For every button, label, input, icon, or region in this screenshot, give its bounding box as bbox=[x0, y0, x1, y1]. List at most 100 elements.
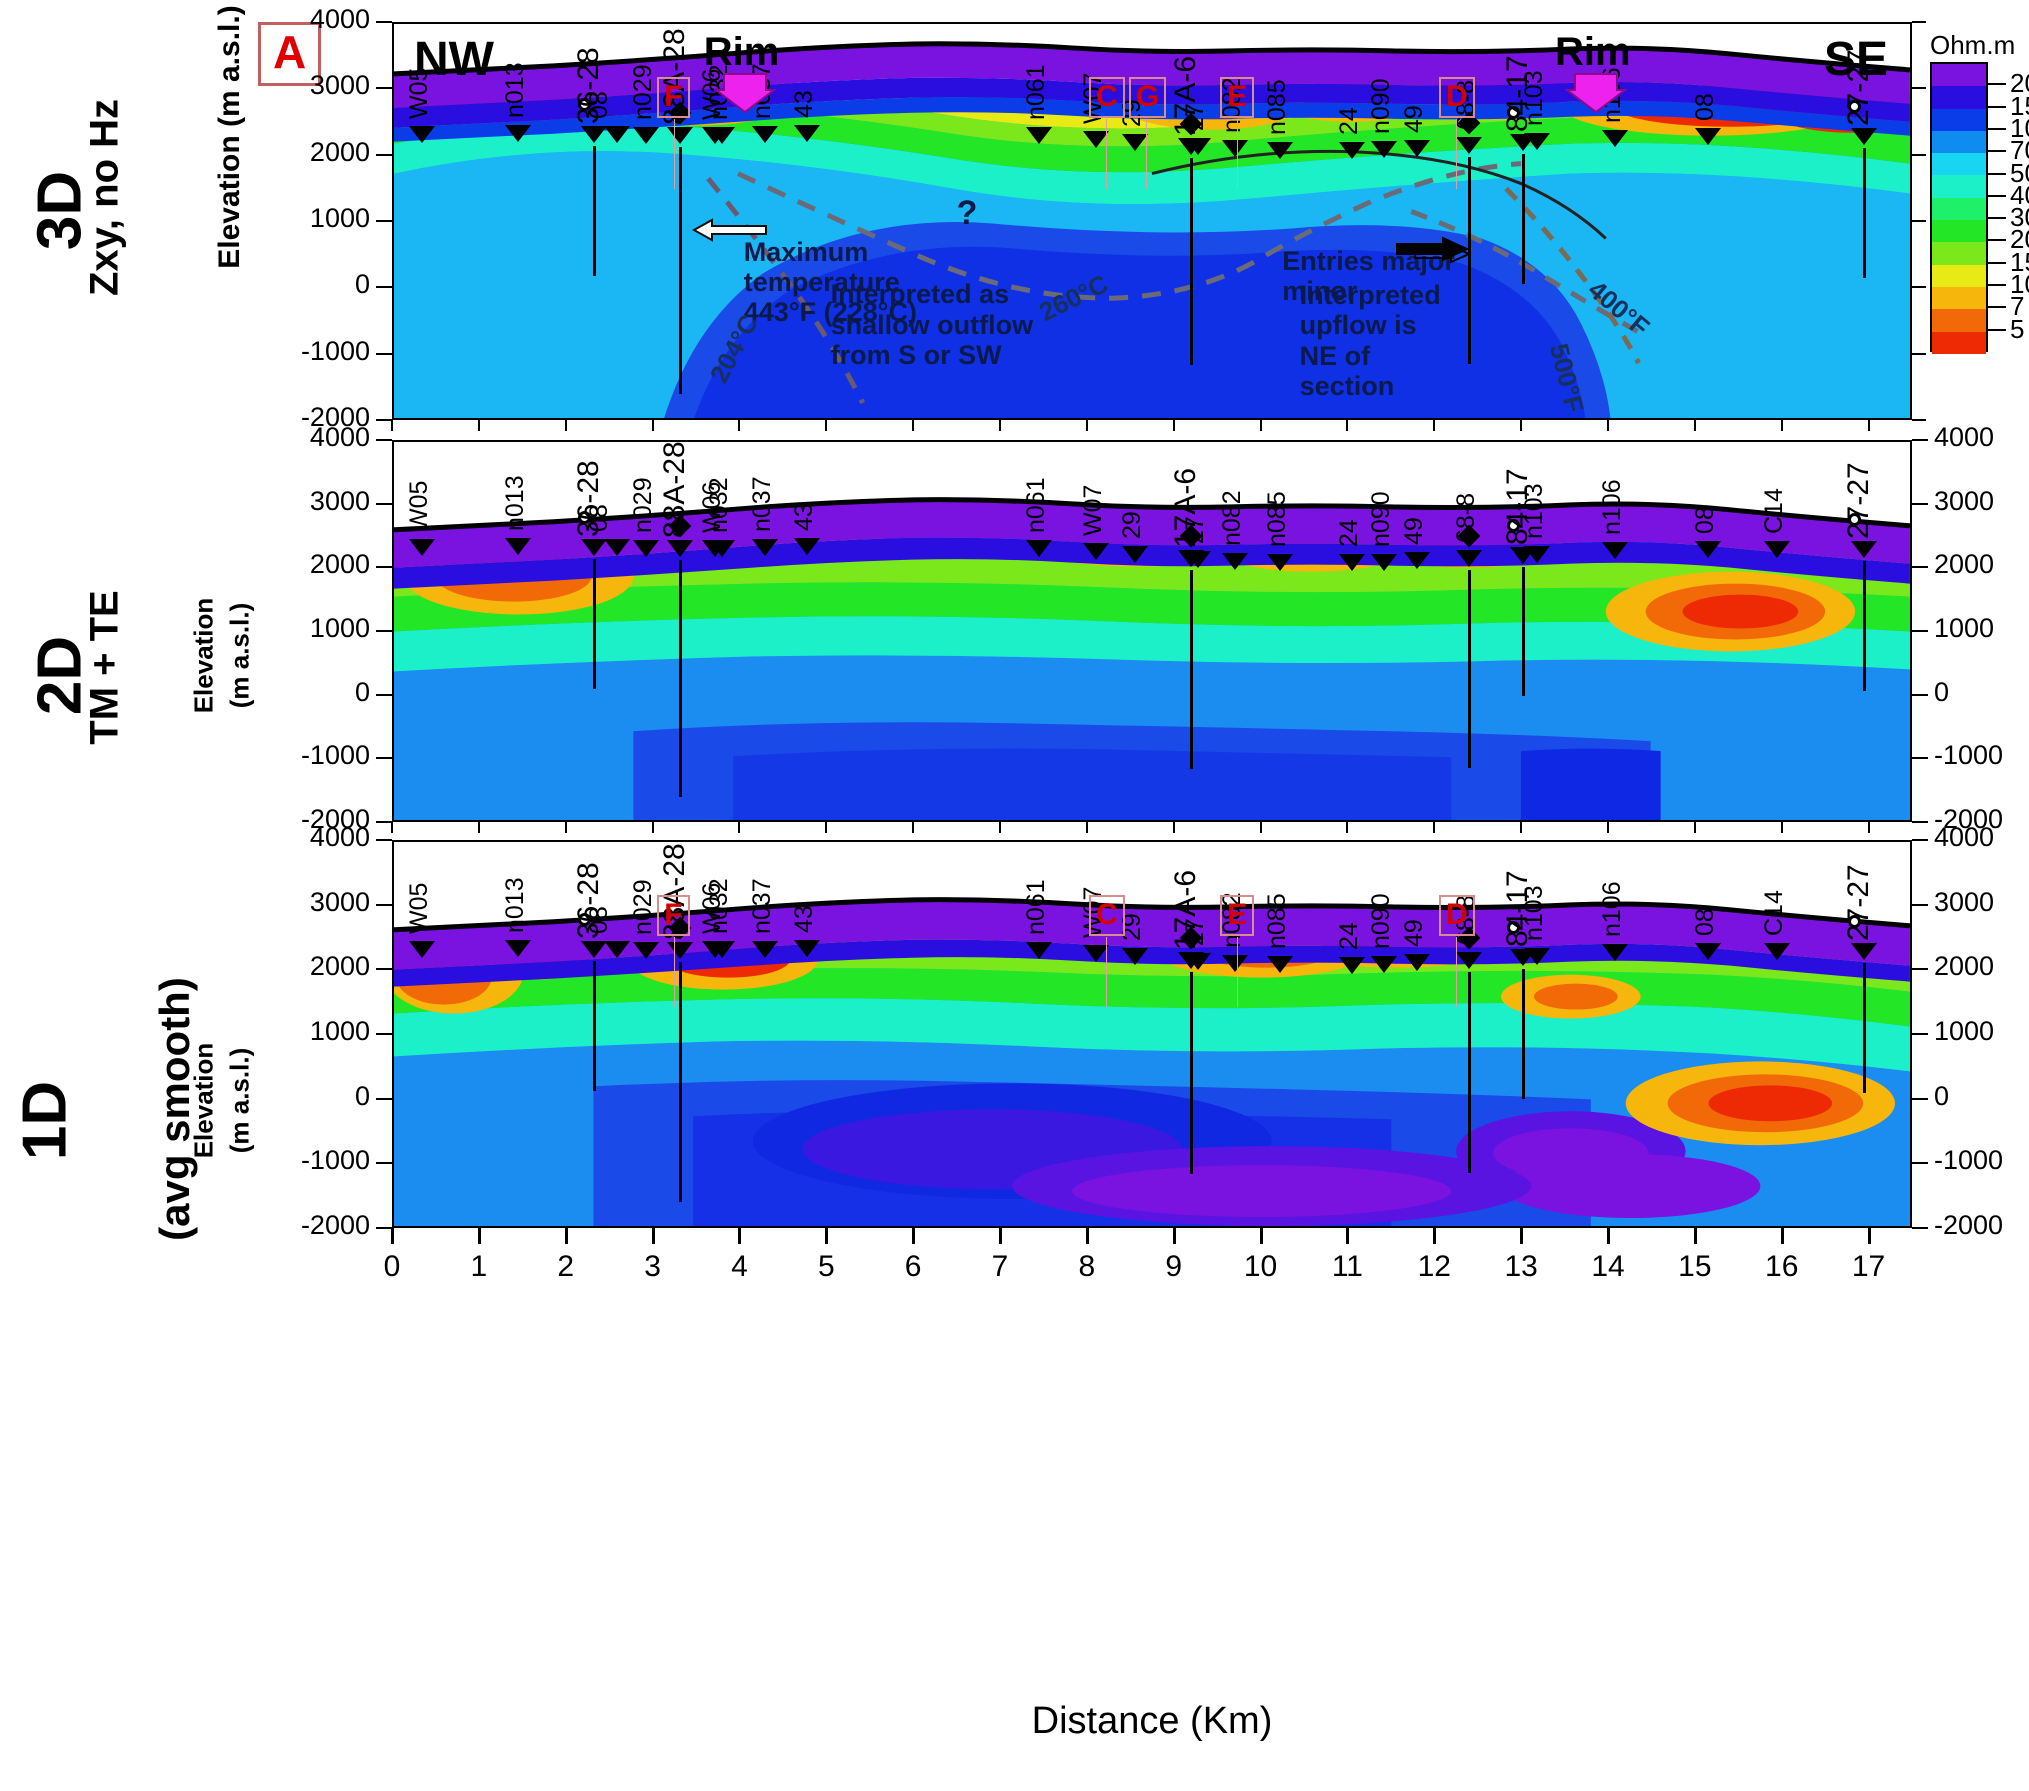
colorbar-segment bbox=[1932, 175, 1986, 198]
y-tick bbox=[376, 87, 392, 90]
station-marker bbox=[504, 125, 531, 143]
y-tick-right bbox=[1912, 1227, 1928, 1229]
y-tick-label-right: 0 bbox=[1934, 676, 1950, 707]
y-tick-label: 0 bbox=[354, 1080, 370, 1111]
station-marker bbox=[794, 538, 821, 556]
station-label: 08 bbox=[584, 906, 613, 934]
y-tick bbox=[376, 21, 392, 23]
colorbar-segment bbox=[1932, 108, 1986, 131]
x-tick bbox=[651, 1228, 655, 1244]
station-label: 24 bbox=[1334, 107, 1363, 136]
station-marker bbox=[1026, 539, 1053, 557]
colorbar-tick-label: 200 bbox=[2010, 68, 2029, 99]
y-tick-label-right: -1000 bbox=[1934, 740, 2004, 771]
station-label: W07 bbox=[1078, 485, 1107, 537]
station-label: n032 bbox=[705, 878, 734, 935]
station-label: 43 bbox=[790, 90, 819, 119]
station-marker bbox=[580, 539, 607, 557]
station-marker bbox=[504, 538, 531, 556]
well-track bbox=[1190, 570, 1194, 769]
y-tick bbox=[376, 630, 392, 632]
station-marker bbox=[1764, 943, 1791, 961]
x-tick-minor bbox=[912, 420, 915, 431]
station-marker bbox=[1523, 947, 1550, 965]
station-label: n103 bbox=[1519, 885, 1548, 941]
x-tick-label: 5 bbox=[817, 1250, 835, 1283]
station-marker bbox=[1338, 956, 1365, 974]
station-marker bbox=[1121, 546, 1148, 564]
station-marker bbox=[1601, 129, 1628, 147]
station-marker bbox=[1694, 541, 1721, 559]
x-tick-label: 12 bbox=[1417, 1250, 1451, 1283]
panel-2d-subtitle-text: TM + TE bbox=[82, 590, 127, 745]
colorbar-tick bbox=[1988, 284, 2006, 287]
colorbar-segment bbox=[1932, 264, 1986, 287]
x-tick-minor bbox=[1172, 822, 1175, 833]
x-tick-minor bbox=[1346, 822, 1349, 833]
x-tick-label: 14 bbox=[1591, 1250, 1625, 1283]
station-marker bbox=[1221, 552, 1248, 570]
station-marker bbox=[1851, 943, 1878, 961]
colorbar-title: Ohm.m bbox=[1930, 30, 2016, 60]
station-label: n085 bbox=[1262, 491, 1291, 548]
panel-3d-subtitle-text: Zxy, no Hz bbox=[82, 98, 127, 297]
x-tick-minor bbox=[825, 822, 828, 833]
station-label: W05 bbox=[405, 882, 434, 934]
plot-1d bbox=[392, 840, 1912, 1228]
y-tick-label: 1000 bbox=[309, 203, 370, 233]
y-tick bbox=[376, 439, 392, 441]
x-tick bbox=[1780, 1228, 1784, 1244]
y-tick-label: -2000 bbox=[300, 1210, 370, 1240]
well-track bbox=[592, 146, 596, 277]
yaxis-title-1d-l1: Elevation bbox=[189, 961, 220, 1241]
marker-leader-line bbox=[1237, 119, 1239, 189]
y-tick-label-right: 4000 bbox=[1934, 422, 1995, 452]
station-marker bbox=[1082, 945, 1109, 963]
y-tick-label: 3000 bbox=[309, 485, 370, 516]
x-tick bbox=[564, 1228, 568, 1244]
station-marker bbox=[1601, 542, 1628, 560]
x-tick-minor bbox=[1520, 822, 1523, 833]
y-tick bbox=[376, 968, 392, 971]
x-tick-label: 8 bbox=[1078, 1250, 1096, 1283]
y-tick-label: -1000 bbox=[300, 1145, 370, 1176]
y-tick bbox=[376, 286, 392, 289]
x-tick bbox=[912, 1228, 916, 1244]
well-track bbox=[679, 146, 683, 394]
x-tick bbox=[1607, 1228, 1610, 1244]
x-tick-minor bbox=[999, 822, 1001, 833]
well-head-circle-icon bbox=[1506, 518, 1520, 532]
y-tick-right bbox=[1912, 968, 1928, 971]
panel-label-1d: 1D bbox=[10, 1021, 81, 1221]
y-tick bbox=[376, 821, 392, 823]
station-marker bbox=[1523, 545, 1550, 563]
station-label: n090 bbox=[1366, 491, 1395, 547]
station-label: n029 bbox=[629, 878, 658, 935]
x-tick-minor bbox=[651, 420, 654, 431]
well-track bbox=[1521, 153, 1525, 284]
station-label: n061 bbox=[1022, 64, 1051, 120]
station-marker bbox=[603, 126, 630, 144]
x-tick-minor bbox=[391, 822, 393, 833]
y-tick-label-right: 4000 bbox=[1934, 822, 1995, 852]
station-marker bbox=[1694, 942, 1721, 960]
yaxis-title-3d: Elevation (m a.s.l.) bbox=[213, 0, 247, 337]
colorbar-tick bbox=[1988, 150, 2006, 153]
well-head-circle-icon bbox=[1506, 105, 1520, 119]
y-tick-right bbox=[1912, 87, 1926, 90]
well-track bbox=[1863, 963, 1867, 1094]
well-head-circle-icon bbox=[1848, 100, 1862, 114]
station-label: W05 bbox=[405, 67, 434, 119]
station-label: 88A-28 bbox=[658, 441, 692, 538]
y-tick-label: -2000 bbox=[300, 804, 370, 834]
colorbar-tick-label: 7 bbox=[2010, 291, 2025, 322]
y-tick-label: -1000 bbox=[300, 335, 370, 366]
station-marker bbox=[709, 126, 736, 144]
y-tick-right bbox=[1912, 153, 1926, 156]
x-tick bbox=[1346, 1228, 1350, 1244]
well-track bbox=[1190, 157, 1194, 365]
colorbar-tick bbox=[1988, 83, 2006, 86]
station-marker bbox=[1403, 954, 1430, 972]
x-tick-label: 13 bbox=[1504, 1250, 1538, 1283]
